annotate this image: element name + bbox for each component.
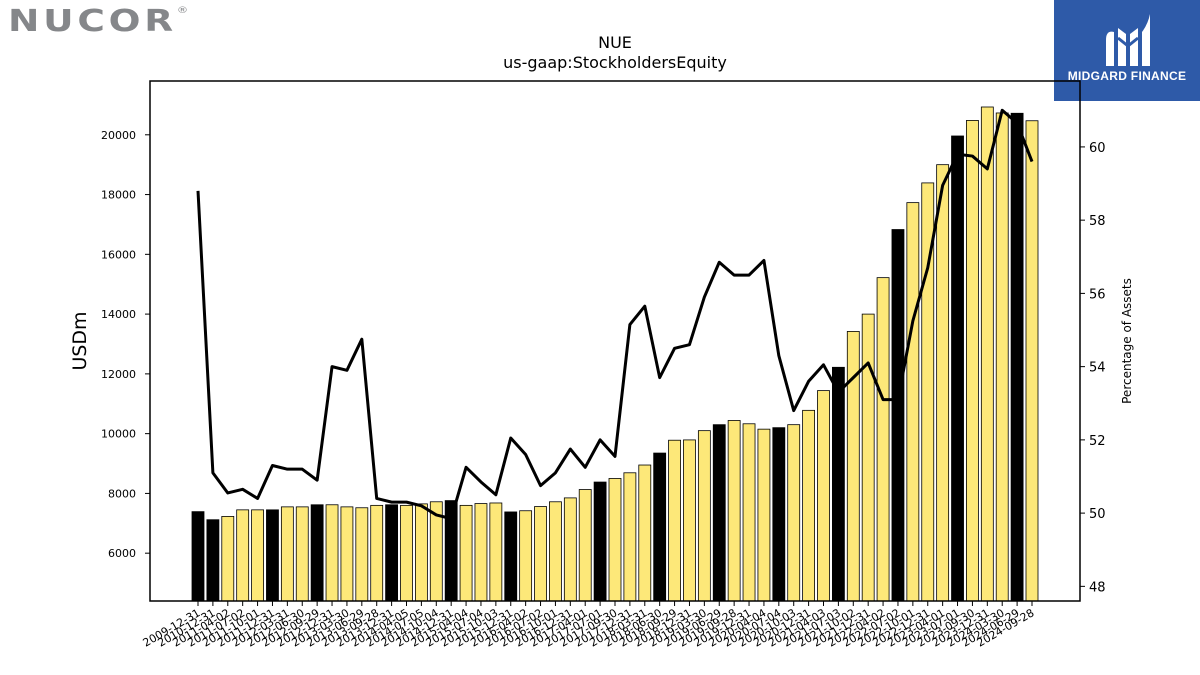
bar (534, 506, 547, 602)
bar (653, 452, 667, 602)
bar (370, 504, 384, 602)
bar (221, 516, 235, 602)
bar (400, 504, 413, 602)
y-axis-right-label: Percentage of Assets (1120, 278, 1134, 404)
line-layer (196, 108, 1034, 521)
watermark-text: MIDGARD FINANCE (1067, 69, 1187, 83)
bar (876, 277, 890, 602)
y-right-tick-label: 52 (1089, 434, 1106, 449)
y-tick-label: 6000 (108, 547, 136, 560)
bar (891, 229, 905, 602)
bar (236, 509, 250, 602)
bar (861, 313, 875, 602)
bar (414, 503, 428, 602)
y-right-tick-label: 56 (1089, 287, 1106, 302)
chart-subtitle: us-gaap:StockholdersEquity (503, 53, 727, 72)
bar (355, 507, 369, 602)
y-right-tick-label: 48 (1089, 580, 1106, 595)
bar (802, 409, 816, 602)
bar (325, 504, 339, 602)
y-right-tick-label: 50 (1089, 507, 1106, 522)
bar (966, 120, 979, 602)
midgard-finance-watermark: MIDGARD FINANCE (1054, 0, 1200, 101)
bar (504, 511, 518, 602)
bar (712, 424, 726, 602)
bar (742, 423, 756, 602)
bar (474, 503, 488, 602)
y-axis-right: 48 50 52 54 56 58 60 (1080, 141, 1106, 595)
bar (936, 164, 950, 602)
y-axis-label: USDm (69, 311, 91, 370)
bar (772, 427, 786, 602)
y-right-tick-label: 60 (1089, 141, 1106, 156)
y-tick-label: 20000 (101, 129, 136, 142)
bar (787, 424, 801, 602)
chart-title: NUE (598, 33, 632, 52)
bar (251, 509, 264, 602)
y-axis-left: 6000 8000 10000 12000 14000 16000 18000 20000 (101, 129, 150, 560)
nucor-logo: NUCOR® (8, 4, 189, 39)
bar (459, 504, 473, 602)
bar (519, 510, 533, 602)
bar (608, 478, 622, 602)
bar (668, 439, 681, 602)
bar (340, 506, 354, 602)
y-tick-label: 10000 (101, 428, 136, 441)
bar (593, 481, 607, 602)
bar (980, 106, 994, 602)
y-right-tick-label: 54 (1089, 361, 1106, 376)
x-axis: 2009-12-312010-12-312011-04-022011-07-02… (141, 601, 1037, 650)
bar (697, 430, 711, 602)
bar (906, 202, 920, 602)
bar (757, 428, 771, 602)
bar (310, 504, 324, 602)
bar (1010, 112, 1024, 602)
bar (638, 464, 652, 602)
bar (623, 472, 637, 602)
bar (578, 489, 592, 602)
bars-layer (191, 106, 1039, 602)
bar (727, 420, 741, 602)
bar (280, 506, 294, 602)
percentage-line (196, 108, 1034, 521)
bar (295, 506, 309, 602)
bar (206, 519, 220, 602)
y-right-tick-label: 58 (1089, 214, 1106, 229)
bar (1025, 120, 1039, 602)
y-tick-label: 14000 (101, 308, 136, 321)
midgard-logo-icon (1106, 14, 1150, 66)
bar (489, 502, 503, 602)
bar (563, 497, 577, 602)
bar (266, 509, 279, 602)
bar (951, 135, 964, 602)
y-tick-label: 8000 (108, 487, 136, 500)
bar (683, 439, 696, 602)
bar (549, 501, 562, 602)
y-tick-label: 12000 (101, 368, 136, 381)
bar (831, 366, 845, 602)
bar (191, 511, 205, 602)
bar (995, 112, 1009, 602)
y-tick-label: 16000 (101, 248, 136, 261)
bar (817, 390, 830, 602)
bar (385, 504, 399, 602)
y-tick-label: 18000 (101, 189, 136, 202)
